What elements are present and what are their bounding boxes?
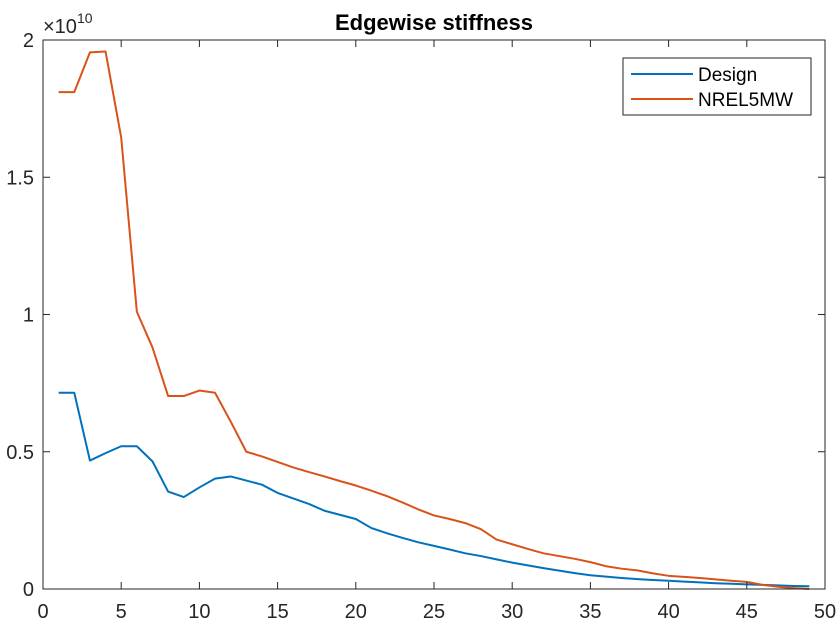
series-lines [58,50,810,590]
legend-label-design: Design [698,65,757,86]
y-exponent-base: ×10 [43,16,77,38]
y-tick-label: 1 [23,305,34,327]
legend-label-nrel5mw: NREL5MW [698,90,793,111]
x-tick-label: 0 [37,601,48,623]
x-tick-label: 50 [814,601,836,623]
y-tick-label: 1.5 [6,167,34,189]
y-tick-label: 0.5 [6,442,34,464]
series-line-nrel5mw [58,50,810,590]
x-tick-label: 5 [116,601,127,623]
x-tick-label: 20 [345,601,367,623]
chart-title: Edgewise stiffness [335,10,533,35]
x-tick-label: 45 [736,601,758,623]
y-axis-ticks: 0 0.5 1 1.5 2 [6,30,825,601]
x-tick-label: 40 [657,601,679,623]
y-tick-label: 2 [23,30,34,52]
legend: Design NREL5MW [622,57,812,116]
x-tick-label: 25 [423,601,445,623]
x-axis-ticks: 0 5 10 15 20 25 30 35 40 45 50 [37,40,836,623]
x-tick-label: 15 [266,601,288,623]
x-tick-label: 30 [501,601,523,623]
plot-area [43,40,825,589]
legend-box [622,57,812,116]
x-tick-label: 35 [579,601,601,623]
y-exponent-label: ×1010 [43,10,93,38]
y-exponent-power: 10 [77,10,93,26]
x-tick-label: 10 [188,601,210,623]
y-tick-label: 0 [23,579,34,601]
series-line-design [58,391,810,588]
